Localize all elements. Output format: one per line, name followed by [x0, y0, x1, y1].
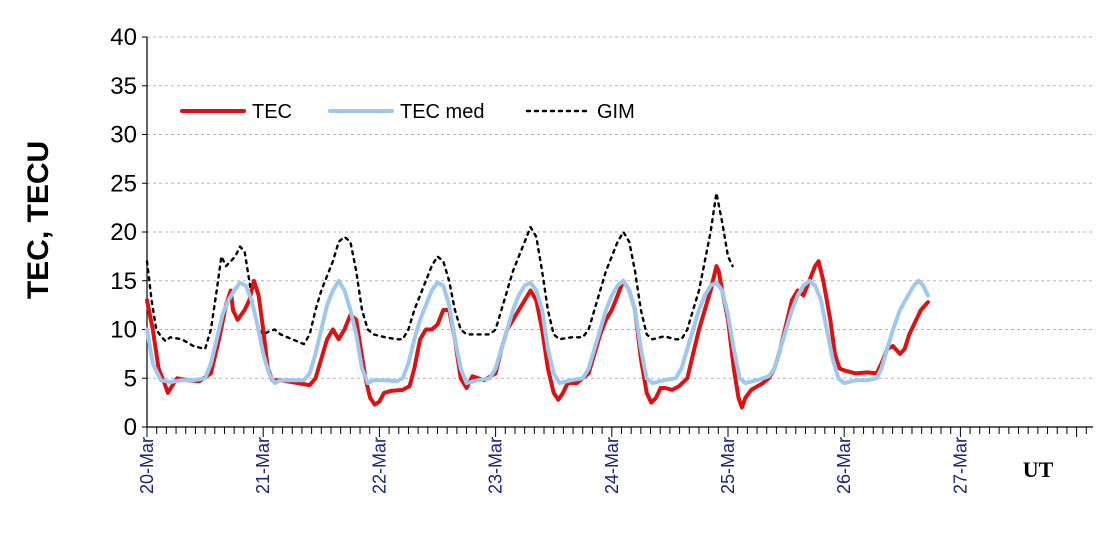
x-tick-label: 26-Mar: [834, 437, 854, 494]
legend-label: GIM: [597, 101, 635, 123]
y-tick-labels: 0 5 10 15 20 25 30 35 40: [110, 24, 137, 441]
x-tick-labels: 20-Mar 21-Mar 22-Mar 23-Mar 24-Mar 25-Mar 26-M…: [137, 437, 970, 494]
x-tick-label: 27-Mar: [950, 437, 970, 494]
y-tick-label: 40: [110, 24, 137, 51]
x-tick-label: 22-Mar: [369, 437, 389, 494]
gridlines: [147, 36, 1093, 379]
y-tick-label: 10: [110, 317, 137, 344]
series-lines: [145, 191, 930, 410]
axes: [142, 36, 1093, 437]
legend-label: TEC med: [400, 101, 484, 123]
x-tick-label: 21-Mar: [253, 437, 273, 494]
legend: TEC TEC med GIM: [180, 101, 635, 123]
y-tick-label: 5: [124, 365, 137, 392]
series-line-tec-med: [145, 278, 930, 386]
x-tick-label: 24-Mar: [602, 437, 622, 494]
x-axis-label: UT: [1023, 457, 1054, 482]
y-tick-label: 25: [110, 170, 137, 197]
y-tick-label: 15: [110, 268, 137, 295]
y-tick-label: 30: [110, 122, 137, 149]
y-tick-label: 20: [110, 219, 137, 246]
legend-label: TEC: [252, 101, 292, 123]
x-tick-label: 25-Mar: [718, 437, 738, 494]
y-tick-label: 35: [110, 73, 137, 100]
series-line-gim: [145, 191, 734, 351]
y-axis-label: TEC, TECU: [22, 141, 55, 299]
x-tick-label: 20-Mar: [137, 437, 157, 494]
x-tick-label: 23-Mar: [486, 437, 506, 494]
y-tick-label: 0: [124, 414, 137, 441]
